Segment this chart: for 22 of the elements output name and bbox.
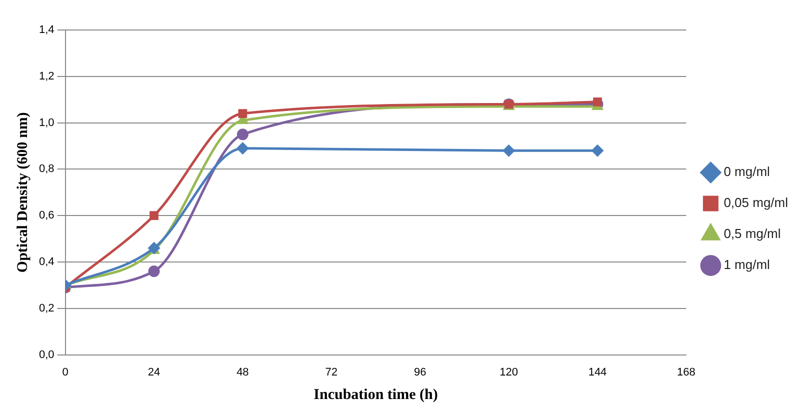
y-tick-label: 0,2	[38, 302, 54, 314]
y-tick-label: 1,4	[38, 24, 54, 36]
y-tick-label: 1,2	[38, 70, 54, 82]
y-tick-label: 0,8	[38, 163, 54, 176]
legend-label: 0,5 mg/ml	[724, 226, 781, 242]
x-tick-label: 96	[414, 366, 426, 378]
legend-label: 1 mg/ml	[724, 257, 770, 272]
y-tick-label: 1,0	[38, 116, 54, 129]
y-axis-title: Optical Density (600 nm)	[14, 112, 31, 273]
x-tick-label: 120	[500, 366, 518, 378]
y-tick-label: 0,6	[38, 210, 54, 222]
legend-label: 0,05 mg/ml	[724, 195, 788, 210]
x-tick-label: 72	[325, 366, 338, 378]
x-tick-label: 24	[148, 366, 160, 378]
x-tick-label: 0	[62, 366, 68, 378]
x-tick-label: 144	[588, 366, 607, 378]
x-axis-title: Incubation time (h)	[314, 386, 438, 403]
x-tick-label: 48	[236, 366, 249, 378]
y-tick-label: 0,4	[38, 256, 54, 268]
y-tick-label: 0,0	[38, 348, 54, 361]
x-tick-label: 168	[677, 366, 696, 378]
legend-label: 0 mg/ml	[724, 164, 770, 180]
